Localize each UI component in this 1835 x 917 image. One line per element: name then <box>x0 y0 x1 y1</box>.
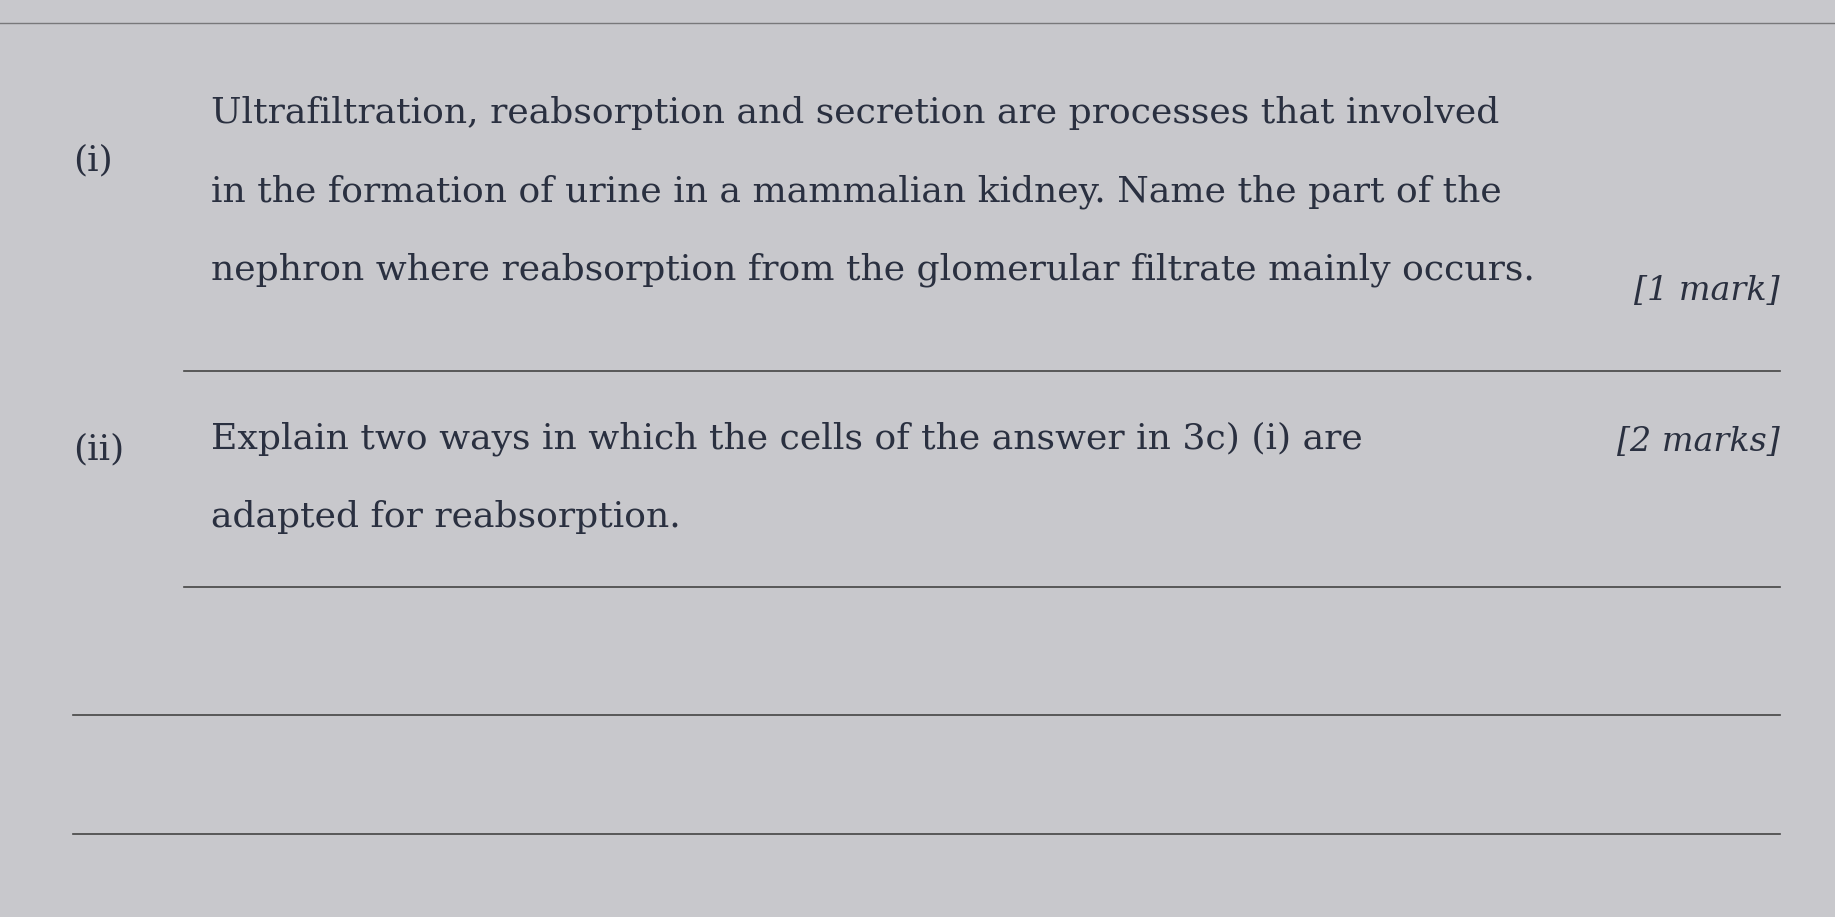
Text: (i): (i) <box>73 143 114 178</box>
Text: Ultrafiltration, reabsorption and secretion are processes that involved: Ultrafiltration, reabsorption and secret… <box>211 96 1499 130</box>
Text: [1 mark]: [1 mark] <box>1635 275 1780 307</box>
Text: Explain two ways in which the cells of the answer in 3c) (i) are: Explain two ways in which the cells of t… <box>211 422 1363 457</box>
Text: (ii): (ii) <box>73 432 125 467</box>
Text: [2 marks]: [2 marks] <box>1617 426 1780 458</box>
Text: nephron where reabsorption from the glomerular filtrate mainly occurs.: nephron where reabsorption from the glom… <box>211 252 1534 287</box>
Text: in the formation of urine in a mammalian kidney. Name the part of the: in the formation of urine in a mammalian… <box>211 174 1501 209</box>
Text: adapted for reabsorption.: adapted for reabsorption. <box>211 500 681 534</box>
